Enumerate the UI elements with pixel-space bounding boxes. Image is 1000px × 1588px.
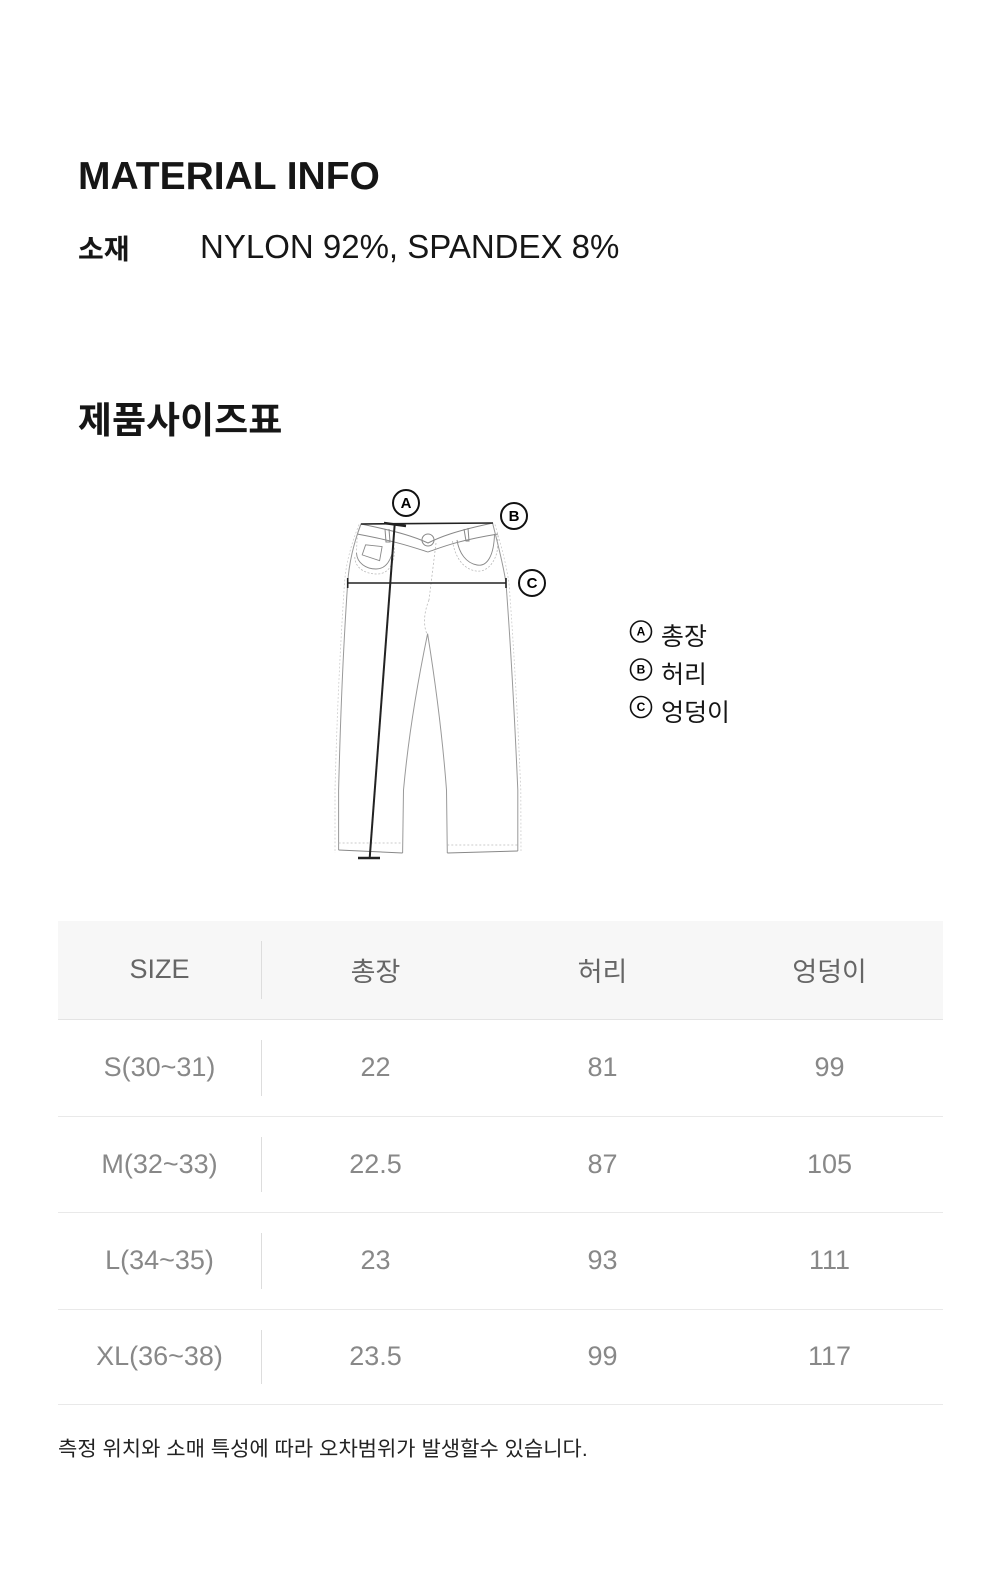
svg-text:B: B xyxy=(637,663,646,677)
svg-text:A: A xyxy=(637,625,646,639)
svg-text:A: A xyxy=(401,495,412,512)
svg-text:B: B xyxy=(509,508,520,525)
svg-text:C: C xyxy=(527,575,538,592)
svg-text:C: C xyxy=(637,700,646,714)
